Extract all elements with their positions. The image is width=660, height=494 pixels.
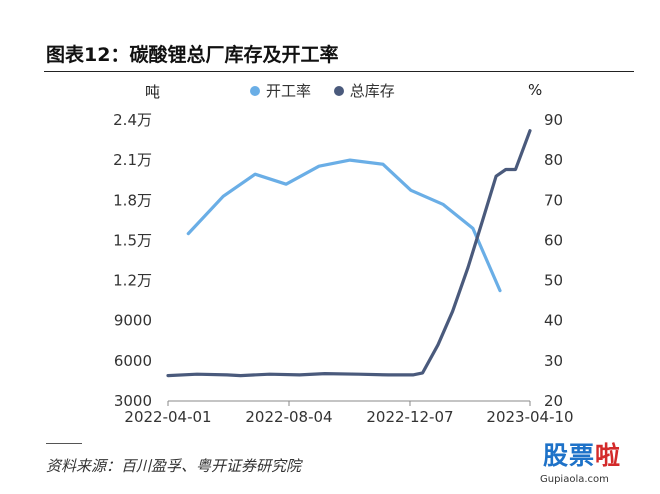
x-axis-tick-label: 2023-04-10	[486, 408, 573, 426]
right-axis-tick-label: 40	[544, 312, 563, 330]
right-axis-tick-label: 20	[544, 392, 563, 410]
watermark-url: Gupiaola.com	[540, 474, 609, 485]
source-note: 资料来源：百川盈孚、粤开证券研究院	[46, 457, 302, 475]
left-axis-unit: 吨	[145, 83, 161, 101]
legend-swatch-utilization	[250, 85, 260, 96]
legend-label-utilization: 开工率	[266, 82, 312, 100]
right-axis-tick-label: 30	[544, 352, 563, 370]
x-axis-tick-label: 2022-04-01	[124, 408, 211, 426]
chart-legend: 开工率 总库存	[250, 80, 413, 101]
series-line-utilization	[186, 158, 502, 293]
title-underline	[44, 71, 634, 72]
series-line-inventory	[166, 129, 532, 378]
right-axis-tick-label: 50	[544, 272, 563, 290]
watermark-part2: 啦	[595, 441, 622, 470]
right-axis-tick-label: 70	[544, 191, 563, 209]
x-axis-tick-label: 2022-08-04	[245, 408, 332, 426]
right-axis-unit: %	[528, 81, 543, 99]
x-axis-tick-label: 2022-12-07	[366, 408, 453, 426]
legend-swatch-inventory	[333, 85, 344, 96]
left-axis-tick-label: 3000	[114, 392, 152, 410]
source-divider	[46, 443, 82, 444]
legend-item-inventory: 总库存	[333, 80, 395, 101]
left-axis-tick-label: 9000	[114, 312, 152, 330]
right-axis-tick-label: 60	[544, 231, 563, 249]
left-axis-tick-label: 2.4万	[113, 111, 152, 129]
left-axis-tick-label: 1.5万	[113, 231, 152, 249]
figure-title: 图表12：碳酸锂总厂库存及开工率	[46, 44, 339, 66]
left-axis-tick-label: 1.2万	[113, 272, 152, 290]
watermark-logo: 股票啦	[543, 436, 621, 472]
legend-item-utilization: 开工率	[250, 80, 311, 101]
legend-label-inventory: 总库存	[349, 82, 395, 100]
left-axis-tick-label: 1.8万	[113, 191, 152, 209]
right-axis-tick-label: 90	[544, 111, 563, 129]
left-axis-tick-label: 2.1万	[113, 151, 152, 169]
left-axis-tick-label: 6000	[114, 352, 152, 370]
watermark-part1: 股票	[543, 441, 596, 470]
right-axis-tick-label: 80	[544, 151, 563, 169]
